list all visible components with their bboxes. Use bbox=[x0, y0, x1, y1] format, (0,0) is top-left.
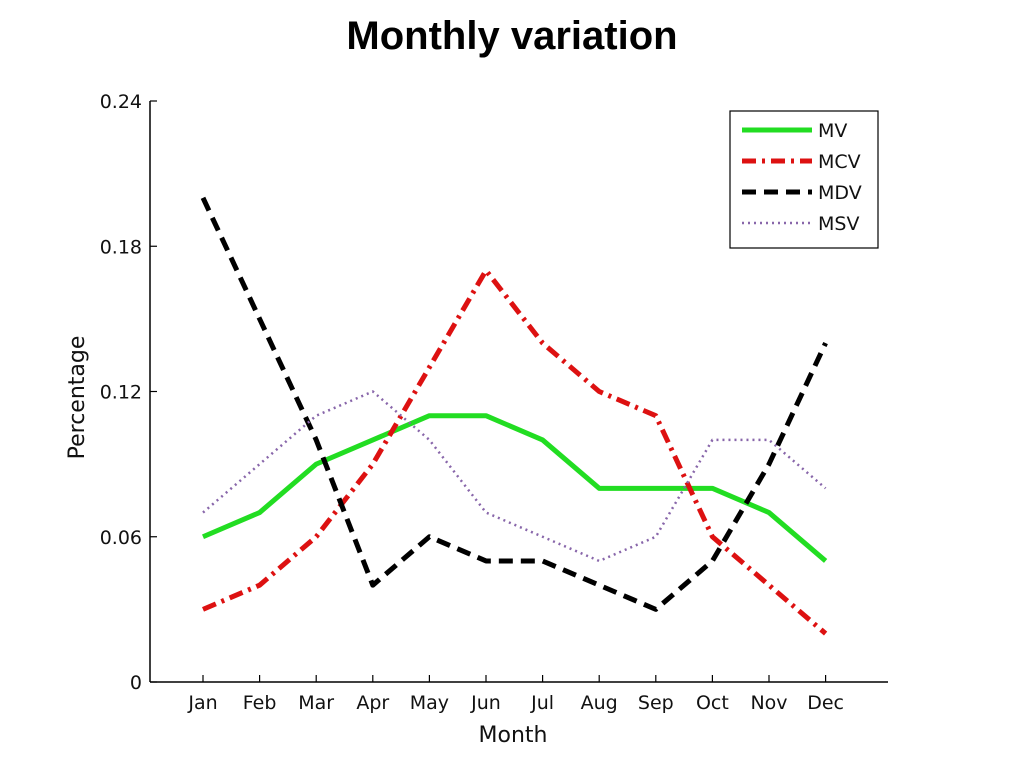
y-tick-label: 0.06 bbox=[100, 527, 142, 549]
chart-title: Monthly variation bbox=[346, 14, 678, 58]
x-tick-label: Jul bbox=[530, 692, 554, 714]
x-tick-label: May bbox=[410, 692, 449, 714]
x-tick-label: Nov bbox=[750, 692, 787, 714]
x-tick-label: Jun bbox=[470, 692, 501, 714]
series-line-mdv bbox=[200, 196, 828, 612]
y-axis-label: Percentage bbox=[65, 336, 90, 460]
x-tick-label: Oct bbox=[696, 692, 729, 714]
series-layer bbox=[200, 196, 828, 636]
y-tick-label: 0 bbox=[130, 672, 142, 694]
y-tick-label: 0.12 bbox=[100, 382, 142, 404]
axes-group: 0 0.06 0.12 0.18 0.24 Jan Feb Mar Apr May Jun Jul Au… bbox=[100, 91, 888, 714]
legend: MV MCV MDV MSV bbox=[729, 110, 879, 249]
legend-label-mcv: MCV bbox=[818, 151, 861, 173]
series-line-mv bbox=[202, 413, 828, 563]
series-line-msv bbox=[202, 390, 827, 563]
y-tick-label: 0.24 bbox=[100, 91, 142, 113]
series-line-mcv bbox=[202, 267, 828, 636]
y-tick-label: 0.18 bbox=[100, 236, 142, 258]
x-axis-label: Month bbox=[479, 723, 548, 748]
x-tick-label: Aug bbox=[581, 692, 618, 714]
x-tick-label: Feb bbox=[243, 692, 277, 714]
legend-label-msv: MSV bbox=[818, 213, 859, 235]
x-tick-label: Dec bbox=[807, 692, 844, 714]
x-tick-label: Jan bbox=[187, 692, 217, 714]
legend-label-mv: MV bbox=[818, 120, 847, 142]
legend-box bbox=[729, 110, 879, 249]
x-tick-label: Apr bbox=[356, 692, 389, 714]
x-tick-label: Mar bbox=[298, 692, 334, 714]
x-tick-label: Sep bbox=[638, 692, 674, 714]
legend-label-mdv: MDV bbox=[818, 182, 862, 204]
